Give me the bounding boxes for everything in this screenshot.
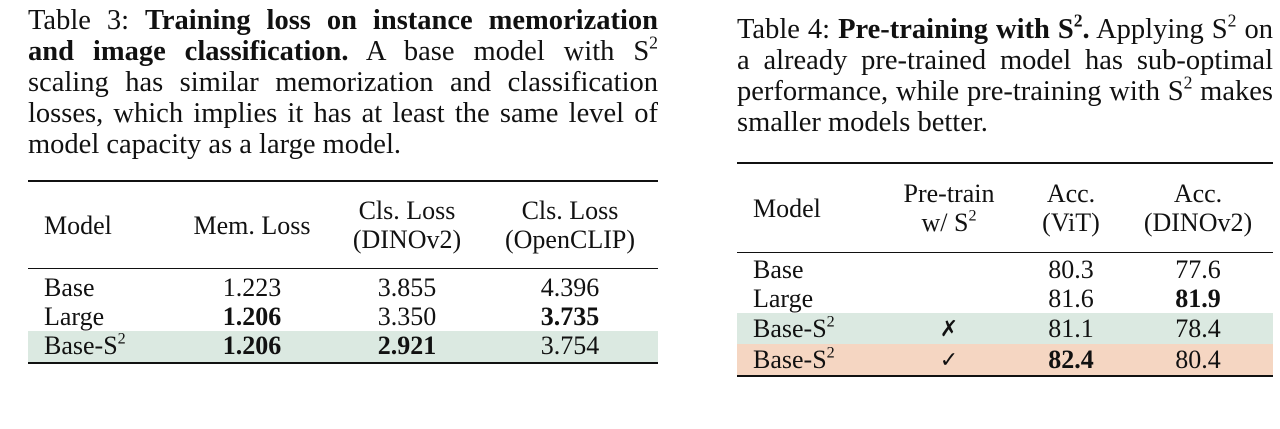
table4: Model Pre-train w/ S2 Acc. (ViT) Acc. (DINO…	[737, 162, 1273, 377]
table-row: Base-S2 ✓ 82.4 80.4	[737, 344, 1273, 377]
table-row: Base 80.3 77.6	[737, 252, 1273, 284]
col-header-acc-dinov2-line1: Acc.	[1173, 179, 1223, 208]
cell-mem-loss: 1.206	[222, 302, 282, 331]
col-header-model-label: Model	[44, 210, 112, 240]
table4-caption-label: Table 4:	[737, 14, 839, 45]
col-header-pretrain: Pre-train w/ S2	[879, 162, 1019, 253]
col-header-cls-openclip-line1: Cls. Loss	[521, 196, 619, 225]
cell-model-text: Large	[44, 302, 105, 331]
cell-mem-loss: 1.223	[172, 268, 332, 302]
cell-acc-dinov2: 81.9	[1175, 284, 1221, 313]
cell-cls-openclip: 4.396	[482, 268, 658, 302]
cell-pretrain: ✗	[879, 313, 1019, 344]
table3-caption-title: Training loss on instance memorization a…	[28, 5, 659, 67]
cell-cls-openclip: 3.735	[540, 302, 600, 331]
col-header-model: Model	[737, 162, 879, 253]
cell-model: Base-S2	[737, 344, 879, 377]
col-header-model-label: Model	[753, 193, 821, 223]
col-header-pretrain-line1: Pre-train	[903, 179, 995, 208]
cell-acc-vit: 81.1	[1019, 313, 1123, 344]
table-row: Base-S2 1.206 2.921 3.754	[28, 330, 658, 364]
cell-cls-dinov2: 3.350	[377, 302, 437, 331]
col-header-acc-dinov2-line2: (DINOv2)	[1143, 208, 1253, 237]
cell-acc-vit: 80.3	[1019, 252, 1123, 284]
table4-caption-title-text: Pre-training with S	[838, 14, 1074, 45]
table4-caption-body-2: on a already pre-trained model has sub-o…	[737, 14, 1274, 107]
table3-header-row: Model Mem. Loss Cls. Loss (DINOv2) Cls. L…	[28, 180, 658, 269]
superscript: 2	[1227, 10, 1237, 31]
cell-model-text: Base	[44, 273, 95, 302]
col-header-acc-vit-line2: (ViT)	[1042, 208, 1100, 237]
col-header-cls-openclip: Cls. Loss (OpenCLIP)	[482, 180, 658, 269]
cell-mem-loss: 1.206	[172, 331, 332, 364]
cell-pretrain	[879, 284, 1019, 313]
table4-caption-title: Pre-training with S2.	[838, 10, 1090, 45]
cell-acc-dinov2: 80.4	[1123, 344, 1273, 377]
cell-model: Base	[28, 268, 172, 302]
cell-model-text: Base-S	[44, 331, 118, 360]
cell-pretrain: ✓	[879, 344, 1019, 377]
table-row: Base 1.223 3.855 4.396	[28, 268, 658, 302]
superscript: 2	[117, 330, 126, 348]
cell-acc-vit: 82.4	[1019, 344, 1123, 377]
table4-caption: Table 4: Pre-training with S2. Applying …	[737, 10, 1274, 138]
cell-model-text: Base-S	[753, 345, 827, 374]
col-header-mem-loss: Mem. Loss	[172, 180, 332, 269]
col-header-cls-dinov2: Cls. Loss (DINOv2)	[332, 180, 482, 269]
table4-caption-body-3: makes smaller models better.	[737, 76, 1273, 138]
cell-cls-dinov2: 2.921	[332, 331, 482, 364]
col-header-cls-dinov2-line2: (DINOv2)	[352, 225, 462, 254]
col-header-cls-dinov2-line1: Cls. Loss	[358, 196, 456, 225]
cell-model-text: Base	[753, 255, 804, 284]
cell-cls-openclip: 3.754	[482, 331, 658, 364]
cell-model: Base-S2	[28, 330, 172, 364]
cell-model: Large	[28, 302, 172, 331]
table3-caption-body-pre: A base model with S	[348, 36, 650, 67]
cell-model-text: Base-S	[753, 314, 827, 343]
table4-caption-body-1: Applying S	[1089, 14, 1228, 45]
table3-block: Table 3: Training loss on instance memor…	[28, 0, 658, 364]
table-row: Base-S2 ✗ 81.1 78.4	[737, 313, 1273, 344]
superscript: 2	[968, 207, 977, 225]
cell-model: Base	[737, 252, 879, 284]
table3-caption-body-post: scaling has similar memorization and cla…	[28, 67, 658, 160]
col-header-acc-dinov2: Acc. (DINOv2)	[1123, 162, 1273, 253]
col-header-acc-vit-line1: Acc.	[1046, 179, 1096, 208]
check-mark-icon: ✓	[939, 348, 959, 373]
table4-caption-title-end: .	[1082, 14, 1090, 45]
table4-header-row: Model Pre-train w/ S2 Acc. (ViT) Acc. (DINO…	[737, 162, 1273, 253]
superscript: 2	[1073, 10, 1083, 31]
table-row: Large 81.6 81.9	[737, 284, 1273, 313]
cell-model: Base-S2	[737, 313, 879, 344]
superscript: 2	[826, 313, 835, 331]
cross-mark-icon: ✗	[939, 317, 959, 342]
cell-acc-dinov2: 78.4	[1123, 313, 1273, 344]
col-header-pretrain-line2: w/ S	[921, 208, 969, 237]
table3-caption: Table 3: Training loss on instance memor…	[28, 5, 658, 160]
cell-model-text: Large	[753, 284, 814, 313]
cell-acc-vit: 81.6	[1048, 284, 1094, 313]
superscript: 2	[649, 32, 658, 53]
superscript: 2	[1183, 72, 1193, 93]
cell-pretrain	[879, 252, 1019, 284]
col-header-mem-loss-label: Mem. Loss	[193, 210, 311, 240]
table4-block: Table 4: Pre-training with S2. Applying …	[737, 0, 1273, 377]
cell-cls-dinov2: 3.855	[332, 268, 482, 302]
col-header-model: Model	[28, 180, 172, 269]
table3-caption-label: Table 3:	[28, 5, 145, 36]
cell-model: Large	[737, 284, 879, 313]
col-header-acc-vit: Acc. (ViT)	[1019, 162, 1123, 253]
table-row: Large 1.206 3.350 3.735	[28, 302, 658, 331]
col-header-cls-openclip-line2: (OpenCLIP)	[505, 225, 635, 254]
table3: Model Mem. Loss Cls. Loss (DINOv2) Cls. L…	[28, 180, 658, 364]
cell-acc-dinov2: 77.6	[1123, 252, 1273, 284]
superscript: 2	[826, 344, 835, 362]
